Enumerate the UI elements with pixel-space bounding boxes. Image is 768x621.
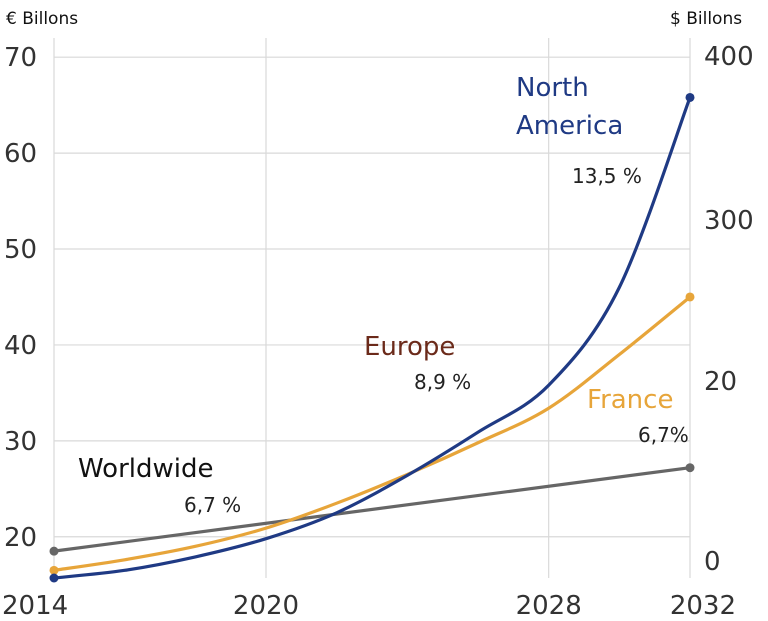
north-america-label-line1: North bbox=[516, 73, 589, 103]
right-tick-label: 20 bbox=[704, 367, 737, 397]
worldwide-rate-label: 6,7 % bbox=[184, 493, 241, 517]
north-america-rate-label: 13,5 % bbox=[572, 164, 642, 188]
north-america-label-line2: America bbox=[516, 111, 623, 141]
worldwide-line bbox=[52, 466, 692, 553]
right-axis-unit-label: $ Billons bbox=[670, 9, 742, 29]
left-axis-unit-label: € Billons bbox=[6, 9, 78, 29]
left-tick-label: 30 bbox=[4, 427, 37, 457]
x-tick-label: 2028 bbox=[516, 591, 582, 621]
europe-line bbox=[52, 295, 692, 572]
left-tick-label: 40 bbox=[4, 331, 37, 361]
north-america-start-point bbox=[49, 573, 59, 583]
europe-start-point bbox=[49, 565, 59, 575]
left-tick-label: 50 bbox=[4, 235, 37, 265]
left-axis: 70 60 50 40 30 20 bbox=[4, 43, 37, 553]
europe-end-point bbox=[685, 292, 695, 302]
north-america-end-point bbox=[685, 92, 695, 102]
europe-label: Europe bbox=[364, 332, 455, 362]
right-tick-label: 400 bbox=[704, 42, 754, 72]
x-axis: 2014 2020 2028 2032 bbox=[2, 591, 736, 621]
worldwide-start-point bbox=[49, 546, 59, 556]
left-tick-label: 70 bbox=[4, 43, 37, 73]
worldwide-end-point bbox=[685, 463, 695, 473]
north-america-line bbox=[52, 95, 692, 580]
x-tick-label: 2020 bbox=[233, 591, 299, 621]
left-tick-label: 60 bbox=[4, 139, 37, 169]
series bbox=[49, 92, 695, 583]
europe-rate-label: 8,9 % bbox=[414, 370, 471, 394]
x-tick-label: 2032 bbox=[670, 591, 736, 621]
france-label: France bbox=[587, 385, 673, 415]
right-tick-label: 0 bbox=[704, 547, 721, 577]
x-tick-label: 2014 bbox=[2, 591, 68, 621]
worldwide-label: Worldwide bbox=[78, 454, 214, 484]
france-rate-label: 6,7% bbox=[638, 423, 689, 447]
right-tick-label: 300 bbox=[704, 206, 754, 236]
left-tick-label: 20 bbox=[4, 523, 37, 553]
